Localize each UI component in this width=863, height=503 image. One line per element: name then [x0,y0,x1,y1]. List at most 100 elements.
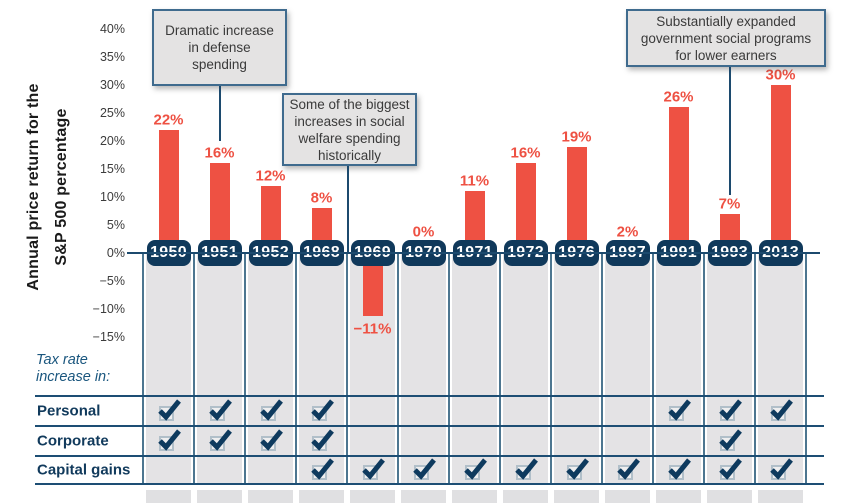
column-strip [554,254,599,484]
check-mark-icon [769,458,793,480]
bottom-strip [401,490,446,503]
checkbox-checked-icon [462,458,488,480]
checkbox-checked-icon [717,458,743,480]
checkbox-checked-icon [156,399,182,421]
grid-line [142,254,144,484]
check-mark-icon [718,458,742,480]
check-mark-icon [259,399,283,421]
y-tick-label: −5% [99,274,125,288]
grid-line [346,254,348,484]
check-mark-icon [412,458,436,480]
bar-value-label: 16% [204,144,235,162]
check-mark-icon [463,458,487,480]
column-strip [503,254,548,484]
checkbox-checked-icon [309,399,335,421]
check-mark-icon [310,458,334,480]
checkbox-checked-icon [156,429,182,451]
grid-line [244,254,246,484]
bottom-strip [554,490,599,503]
bar [260,185,281,253]
bottom-strip [656,490,701,503]
grid-line [295,254,297,484]
callout-leader-line [219,86,221,141]
bottom-strip [299,490,344,503]
check-mark-icon [718,429,742,451]
bar-value-label: 26% [663,88,694,106]
callout-leader-line [729,67,731,195]
bar [362,254,383,316]
table-grid-hline [35,455,824,457]
bottom-strip [248,490,293,503]
bar-value-label: 7% [718,195,741,213]
row-label: Personal [37,402,101,420]
check-mark-icon [769,399,793,421]
bottom-strip [350,490,395,503]
bar-value-label: 30% [765,66,796,84]
grid-line [754,254,756,484]
callout-social-programs: Substantially expanded government social… [626,9,826,67]
x-axis-line [127,252,820,254]
grid-line [652,254,654,484]
bar [158,129,179,253]
checkbox-checked-icon [717,399,743,421]
table-grid-hline [35,395,824,397]
callout-text: Some of the biggest increases in social … [289,96,410,163]
bottom-strip [452,490,497,503]
checkbox-checked-icon [513,458,539,480]
checkbox-checked-icon [768,458,794,480]
checkbox-checked-icon [717,429,743,451]
bar-value-label: 0% [412,223,435,241]
y-axis-title: Annual price return for the S&P 500 perc… [25,83,70,291]
bar-value-label: 11% [459,172,490,190]
y-tick-label: 15% [99,162,125,176]
bottom-strip [758,490,803,503]
checkbox-checked-icon [360,458,386,480]
bar [566,146,587,253]
bottom-strip [605,490,650,503]
grid-line [601,254,603,484]
bar-value-label: 8% [310,189,333,207]
check-mark-icon [310,399,334,421]
column-strip [656,254,701,484]
check-mark-icon [157,429,181,451]
y-tick-label: 35% [99,50,125,64]
check-mark-icon [208,399,232,421]
grid-line [193,254,195,484]
checkbox-checked-icon [411,458,437,480]
y-tick-label: −10% [92,302,125,316]
row-label: Capital gains [37,461,131,479]
y-tick-label: 20% [99,134,125,148]
checkbox-checked-icon [564,458,590,480]
check-mark-icon [514,458,538,480]
bar [464,191,485,253]
grid-line [805,254,807,484]
checkbox-checked-icon [258,429,284,451]
bottom-strip [707,490,752,503]
checkbox-checked-icon [768,399,794,421]
bottom-strip [503,490,548,503]
column-strip [758,254,803,484]
bar [515,163,536,253]
y-tick-label: 25% [99,106,125,120]
callout-text: Substantially expanded government social… [640,13,812,63]
table-grid-hline [35,425,824,427]
y-tick-label: 40% [99,22,125,36]
grid-line [703,254,705,484]
checkbox-checked-icon [258,399,284,421]
check-mark-icon [157,399,181,421]
checkbox-checked-icon [207,399,233,421]
checkbox-checked-icon [309,429,335,451]
bar [668,107,689,253]
bar-value-label: 19% [561,128,592,146]
y-tick-label: 10% [99,190,125,204]
y-tick-label: 30% [99,78,125,92]
y-tick-label: 0% [106,246,125,260]
checkbox-checked-icon [666,458,692,480]
row-label: Corporate [37,432,109,450]
bar-value-label: 2% [616,223,639,241]
column-strip [452,254,497,484]
bottom-strip [146,490,191,503]
bar [770,85,791,253]
checkbox-checked-icon [207,429,233,451]
